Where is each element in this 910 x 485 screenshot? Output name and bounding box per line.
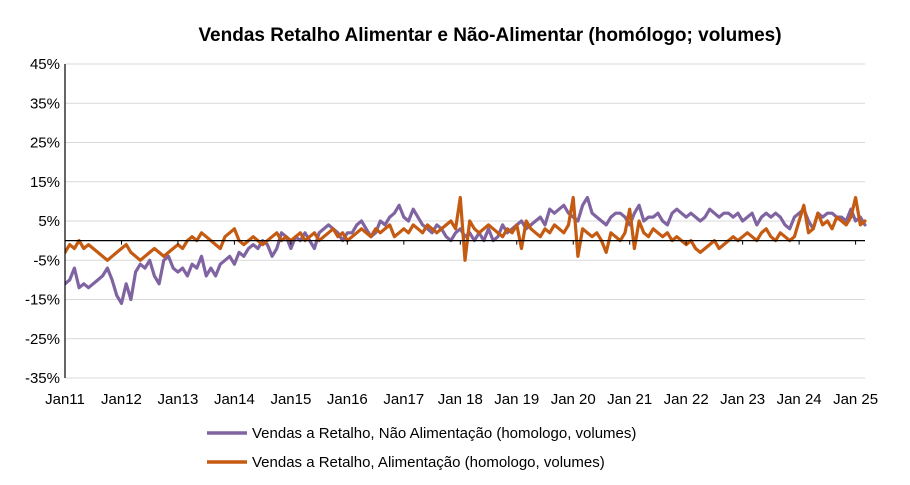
x-tick-label: Jan14 xyxy=(214,391,255,408)
y-tick-label: -25% xyxy=(25,331,60,348)
x-tick-label: Jan11 xyxy=(45,391,85,408)
series-layer xyxy=(65,195,867,305)
x-tick-label: Jan 21 xyxy=(607,391,652,408)
y-tick-label: -35% xyxy=(25,370,60,387)
x-tick-label: Jan16 xyxy=(327,391,368,408)
x-tick-label: Jan15 xyxy=(270,391,311,408)
x-tick-label: Jan12 xyxy=(101,391,142,408)
x-tick-label: Jan 19 xyxy=(494,391,539,408)
x-tick-label: Jan 25 xyxy=(833,391,878,408)
y-tick-label: 25% xyxy=(30,135,60,152)
legend-label: Vendas a Retalho, Não Alimentação (homol… xyxy=(252,425,636,442)
x-tick-label: Jan 23 xyxy=(720,391,765,408)
axes: 45% 35% 25% 15% 5% -5% -15% -25% -35% Jan11 Jan12 J… xyxy=(25,56,878,408)
chart-title: Vendas Retalho Alimentar e Não-Alimentar… xyxy=(198,25,781,46)
y-tick-label: -5% xyxy=(33,252,60,269)
series-line-nao-alimentacao xyxy=(65,195,867,305)
x-tick-label: Jan 18 xyxy=(438,391,483,408)
y-tick-label: 5% xyxy=(38,213,60,230)
x-tick-label: Jan 22 xyxy=(664,391,709,408)
y-tick-label: 45% xyxy=(30,56,60,73)
x-tick-label: Jan17 xyxy=(383,391,424,408)
x-tick-label: Jan 20 xyxy=(551,391,596,408)
x-tick-label: Jan13 xyxy=(158,391,199,408)
legend: Vendas a Retalho, Não Alimentação (homol… xyxy=(207,425,636,471)
y-tick-label: 35% xyxy=(30,95,60,112)
x-tick-label: Jan 24 xyxy=(777,391,822,408)
legend-label: Vendas a Retalho, Alimentação (homologo,… xyxy=(252,454,605,471)
series-line-alimentacao xyxy=(65,195,867,262)
y-tick-label: 15% xyxy=(30,174,60,191)
y-tick-label: -15% xyxy=(25,292,60,309)
